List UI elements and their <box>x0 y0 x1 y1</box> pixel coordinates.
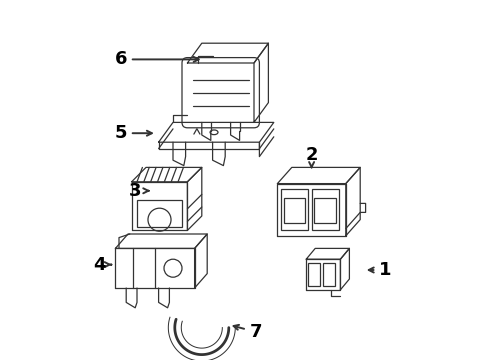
Bar <box>137 200 182 227</box>
Text: 4: 4 <box>93 256 111 274</box>
Bar <box>284 198 305 223</box>
Bar <box>312 189 339 230</box>
Bar <box>308 263 320 286</box>
Bar <box>315 198 336 223</box>
Bar <box>323 263 335 286</box>
Text: 5: 5 <box>115 124 152 142</box>
Text: 7: 7 <box>234 323 262 341</box>
Text: 3: 3 <box>129 182 148 200</box>
Text: 1: 1 <box>369 261 392 279</box>
Bar <box>281 189 308 230</box>
Text: 6: 6 <box>115 50 198 68</box>
Text: 2: 2 <box>305 146 318 167</box>
